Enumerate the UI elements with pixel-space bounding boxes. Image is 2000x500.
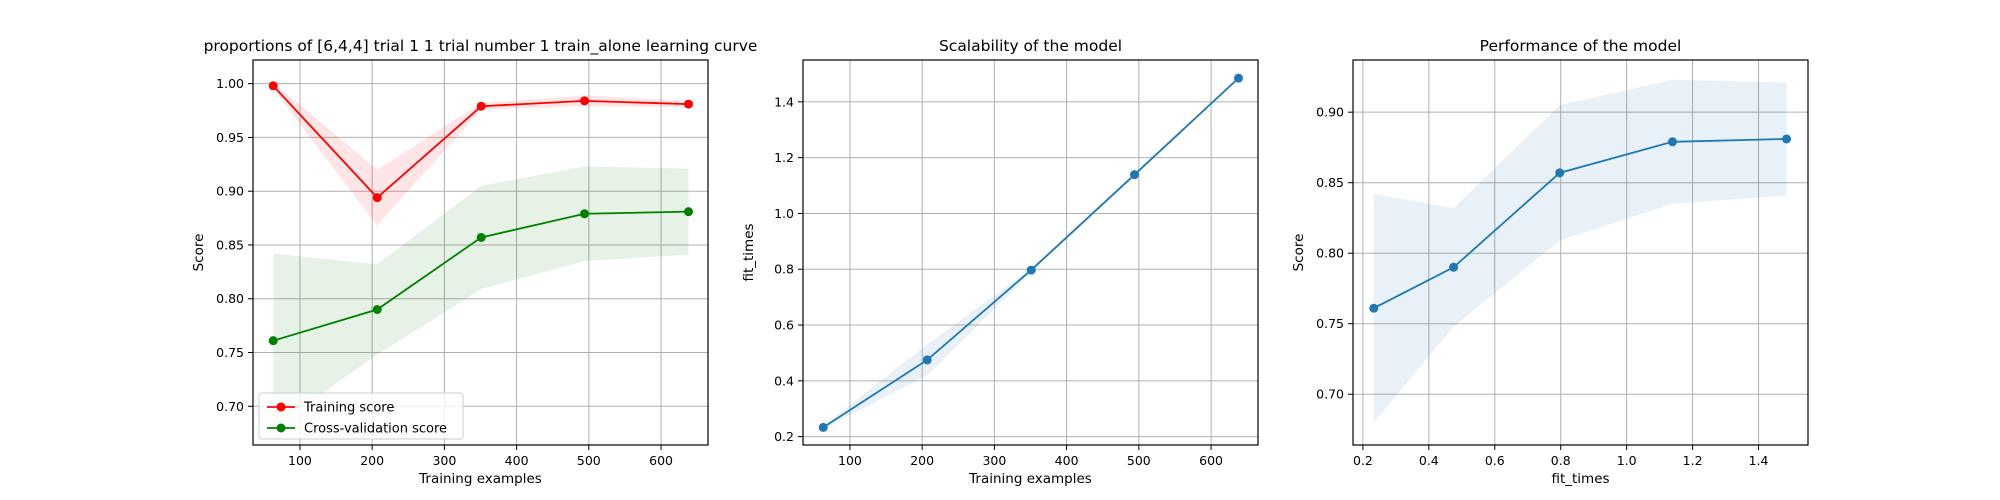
x-tick-label: 0.6 [1485,453,1505,468]
data-point [476,232,486,242]
data-point [476,101,486,111]
data-point [1026,265,1036,275]
y-tick-label: 0.4 [774,373,794,388]
series-line-1 [822,77,1240,429]
y-tick-label: 0.75 [216,345,244,360]
x-tick-label: 500 [1127,453,1151,468]
y-tick-label: 0.8 [774,262,794,277]
x-tick-label: 0.4 [1419,453,1439,468]
y-tick-label: 0.2 [774,429,794,444]
data-point [1667,137,1677,147]
y-tick-label: 0.6 [774,318,794,333]
y-tick-label: 0.75 [1316,316,1344,331]
x-tick-label: 0.2 [1353,453,1373,468]
legend-marker [276,423,286,433]
x-tick-label: 600 [1199,453,1223,468]
axes-frame [1352,59,1809,446]
confidence-band-1 [1373,79,1787,423]
axes-frame [802,59,1259,446]
y-tick-label: 0.70 [1316,387,1344,402]
y-tick-label: 1.0 [774,206,794,221]
data-point [372,193,382,203]
data-point [580,209,589,219]
x-axis-label: fit_times [1551,471,1609,487]
x-tick-label: 200 [910,453,934,468]
chart-title: Performance of the model [1480,37,1682,55]
chart-1: 100 200 300 400 500 600 0.70 0.75 0.80 0.85 0.90 0.… [191,37,757,487]
x-tick-label: 1.4 [1749,453,1769,468]
legend-marker [276,402,286,412]
data-point [1449,262,1459,272]
data-point [922,355,932,365]
x-tick-label: 500 [577,453,601,468]
x-tick-label: 300 [982,453,1006,468]
chart-2: 100 200 300 400 500 600 0.2 0.4 0.6 0.8 1.0 1.2 1.4 S… [741,37,1259,487]
data-point [1130,170,1139,180]
data-point [1369,303,1379,313]
data-point [1782,134,1792,144]
y-tick-label: 0.90 [1316,105,1344,120]
y-axis-label: fit_times [741,223,757,281]
y-tick-label: 0.80 [216,291,244,306]
y-tick-label: 0.80 [1316,246,1344,261]
y-tick-label: 1.4 [774,94,794,109]
axes-frame [252,59,709,446]
x-tick-label: 400 [1055,453,1079,468]
data-point [1234,73,1243,83]
y-tick-label: 0.70 [216,399,244,414]
confidence-band-1 [273,82,689,226]
y-tick-label: 0.85 [1316,175,1344,190]
legend-entry: Training score [303,401,394,416]
y-tick-label: 0.95 [216,130,244,145]
chart-title: Scalability of the model [939,37,1122,55]
data-point [818,422,828,432]
data-point [268,336,278,346]
x-tick-label: 1.2 [1683,453,1703,468]
chart-3: 0.2 0.4 0.6 0.8 1.0 1.2 1.4 0.70 0.75 0.80 0.85 0.9… [1291,37,1809,487]
legend-entry: Cross-validation score [304,422,447,437]
confidence-band-1 [823,76,1239,429]
x-tick-label: 400 [505,453,529,468]
data-point [1555,168,1565,178]
x-axis-label: Training examples [968,471,1092,487]
x-tick-label: 0.8 [1551,453,1571,468]
y-tick-label: 1.2 [774,150,794,165]
x-axis-label: Training examples [418,471,542,487]
x-tick-label: 600 [649,453,673,468]
y-tick-label: 0.85 [216,237,244,252]
x-tick-label: 1.0 [1617,453,1637,468]
data-point [580,96,589,106]
y-tick-label: 1.00 [216,76,244,91]
y-axis-label: Score [191,234,207,272]
x-tick-label: 300 [432,453,456,468]
chart-title: proportions of [6,4,4] trial 1 1 trial n… [204,37,758,56]
y-tick-label: 0.90 [216,184,244,199]
legend [258,392,464,440]
confidence-band-2 [273,166,689,428]
data-point [684,99,693,109]
x-tick-label: 100 [838,453,862,468]
x-tick-label: 200 [360,453,384,468]
x-tick-label: 100 [288,453,312,468]
data-point [372,304,382,314]
y-axis-label: Score [1291,234,1307,272]
data-point [684,207,693,217]
data-point [268,81,278,91]
